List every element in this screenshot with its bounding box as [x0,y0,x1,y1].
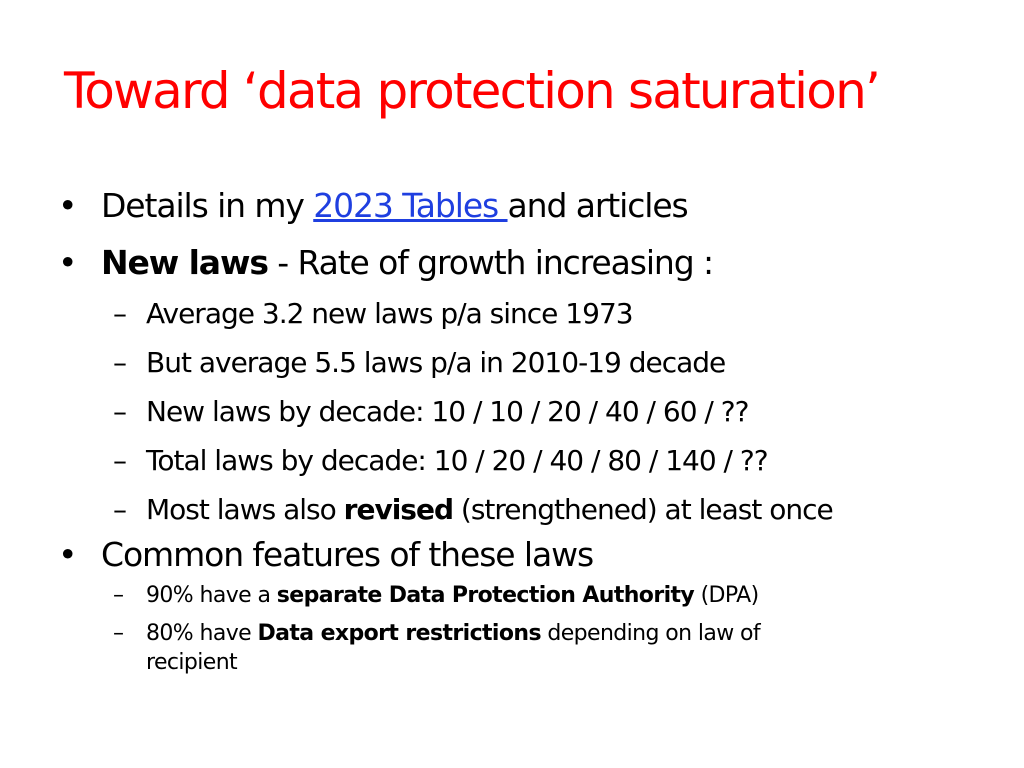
bullet-text: - Rate of growth increasing : [267,243,714,282]
sub-item-revised: Most laws also revised (strengthened) at… [146,493,834,527]
sub-bold-text: revised [343,493,454,526]
sub-text: (DPA) [694,583,760,608]
sub-item: New laws by decade: 10 / 10 / 20 / 40 / … [146,395,749,428]
dash-icon: – [113,395,127,428]
bullet-bold-text: New laws [101,243,269,282]
sub-text: 80% have [146,621,258,646]
sub-item: Average 3.2 new laws p/a since 1973 [146,297,634,330]
sub-bold-text: separate Data Protection Authority [276,583,695,608]
sub-text: Most laws also [146,493,344,526]
slide-title: Toward ‘data protection saturation’ [64,62,881,120]
dash-icon: – [113,297,127,330]
bullet-text: and articles [507,186,689,225]
sub-text: (strengthened) at least once [453,493,834,526]
bullet-text: Details in my [101,186,314,225]
sub-bold-text: Data export restrictions [257,621,541,646]
sub-text: depending on law of [540,621,761,646]
tables-2023-link[interactable]: 2023 Tables [313,186,508,225]
dash-icon: – [113,346,127,379]
bullet-icon: • [58,186,77,225]
sub-item-dpa: 90% have a separate Data Protection Auth… [146,582,759,610]
dash-icon: – [113,493,127,526]
bullet-item-details: Details in my 2023 Tables and articles [101,186,689,226]
bullet-icon: • [58,243,77,282]
dash-icon: – [113,583,124,608]
sub-item-export: 80% have Data export restrictions depend… [146,620,761,648]
sub-item-export-continued: recipient [146,650,238,675]
dash-icon: – [113,444,127,477]
bullet-icon: • [58,535,77,574]
sub-item: But average 5.5 laws p/a in 2010-19 deca… [146,346,726,379]
sub-text: 90% have a [146,583,277,608]
dash-icon: – [113,621,124,646]
bullet-item-common-features: Common features of these laws [101,535,594,574]
bullet-item-new-laws: New laws - Rate of growth increasing : [101,243,714,283]
sub-item: Total laws by decade: 10 / 20 / 40 / 80 … [146,444,769,477]
